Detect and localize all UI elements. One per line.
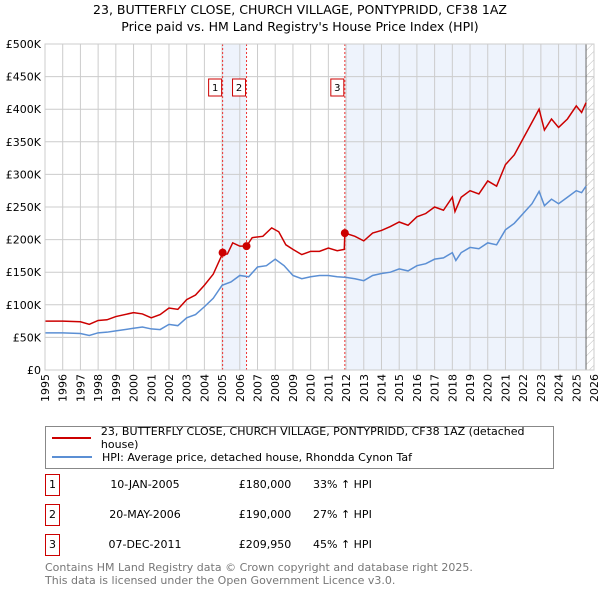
sale-label-box [330, 78, 345, 97]
y-tick-label: £0 [27, 364, 41, 377]
series-line-hpi [45, 185, 587, 337]
sale-price: £209,950 [238, 538, 292, 551]
y-tick-label: £400K [6, 103, 42, 116]
sale-point [242, 242, 251, 251]
x-tick-label: 2015 [393, 374, 406, 402]
x-tick-label: 2012 [340, 374, 353, 402]
y-tick-label: £450K [6, 71, 42, 84]
x-tick-label: 2020 [482, 374, 495, 402]
sale-row: 3 07-DEC-2011 £209,950 45% ↑ HPI [45, 534, 445, 556]
chart-svg: 1995 1996 1997 1998 1999 2000 2001 2002 2003 2004… [6, 38, 600, 402]
sale-date: 20-MAY-2006 [109, 508, 181, 521]
sale-label: 2 [236, 83, 242, 94]
legend: 23, BUTTERFLY CLOSE, CHURCH VILLAGE, PON… [45, 425, 554, 469]
x-tick-label: 2025 [570, 374, 583, 402]
x-tick-label: 1998 [92, 374, 105, 402]
y-tick-label: £350K [6, 136, 42, 149]
y-tick-label: £300K [6, 168, 42, 181]
sale-label: 1 [212, 83, 218, 94]
sale-row: 1 10-JAN-2005 £180,000 33% ↑ HPI [45, 474, 445, 496]
chart-subtitle: Price paid vs. HM Land Registry's House … [121, 19, 479, 34]
x-tick-label: 2014 [375, 374, 388, 402]
y-tick-label: £100K [6, 299, 42, 312]
legend-swatch [52, 456, 92, 458]
x-tick-label: 2017 [429, 374, 442, 402]
x-tick-label: 2013 [358, 374, 371, 402]
sale-label-box [232, 78, 247, 97]
x-tick-label: 2004 [198, 374, 211, 402]
x-tick-label: 2018 [446, 374, 459, 402]
sale-price: £190,000 [238, 508, 292, 521]
chart-title: 23, BUTTERFLY CLOSE, CHURCH VILLAGE, PON… [93, 2, 507, 17]
sale-label-box [208, 78, 223, 97]
legend-item-property: 23, BUTTERFLY CLOSE, CHURCH VILLAGE, PON… [52, 425, 553, 451]
sale-date: 10-JAN-2005 [110, 478, 180, 491]
sale-label: 3 [334, 83, 340, 94]
x-tick-label: 2024 [553, 374, 566, 402]
x-tick-label: 2005 [216, 374, 229, 402]
x-tick-label: 2011 [322, 374, 335, 402]
x-tick-label: 2002 [163, 374, 176, 402]
legend-swatch [52, 437, 91, 439]
x-tick-label: 2019 [464, 374, 477, 402]
x-tick-label: 2021 [499, 374, 512, 402]
x-tick-label: 1997 [74, 374, 87, 402]
sale-number-badge: 2 [45, 504, 60, 526]
plot-frame [44, 43, 595, 371]
sale-hpi-change: 27% ↑ HPI [313, 508, 372, 521]
sale-hpi-change: 33% ↑ HPI [313, 478, 372, 491]
footer: Contains HM Land Registry data © Crown c… [45, 561, 473, 587]
sale-price: £180,000 [238, 478, 292, 491]
legend-label: HPI: Average price, detached house, Rhon… [102, 450, 413, 464]
x-tick-label: 2001 [145, 374, 158, 402]
y-tick-label: £150K [6, 266, 42, 279]
series-line-property [45, 102, 587, 326]
x-tick-label: 2016 [411, 374, 424, 402]
x-tick-label: 2023 [535, 374, 548, 402]
x-tick-label: 2010 [305, 374, 318, 402]
y-tick-label: £200K [6, 234, 42, 247]
sale-point [340, 229, 349, 238]
x-tick-label: 1996 [57, 374, 70, 402]
x-tick-label: 2008 [269, 374, 282, 402]
x-tick-label: 2006 [234, 374, 247, 402]
sale-hpi-change: 45% ↑ HPI [313, 538, 372, 551]
footer-line: Contains HM Land Registry data © Crown c… [45, 561, 473, 574]
x-tick-label: 1999 [110, 374, 123, 402]
sale-row: 2 20-MAY-2006 £190,000 27% ↑ HPI [45, 504, 445, 526]
x-tick-label: 2007 [252, 374, 265, 402]
sale-point [218, 248, 227, 257]
x-tick-label: 2026 [588, 374, 600, 402]
x-tick-label: 2000 [128, 374, 141, 402]
sale-number-badge: 3 [45, 534, 60, 556]
y-tick-label: £250K [6, 201, 42, 214]
sale-number-badge: 1 [45, 474, 60, 496]
legend-label: 23, BUTTERFLY CLOSE, CHURCH VILLAGE, PON… [100, 425, 525, 451]
legend-item-hpi: HPI: Average price, detached house, Rhon… [52, 449, 412, 465]
y-tick-label: £500K [6, 38, 42, 51]
x-tick-label: 2022 [517, 374, 530, 402]
y-tick-label: £50K [13, 331, 42, 344]
footer-line: This data is licensed under the Open Gov… [45, 574, 396, 587]
x-tick-label: 1995 [39, 374, 52, 402]
sale-date: 07-DEC-2011 [108, 538, 182, 551]
x-tick-label: 2009 [287, 374, 300, 402]
x-tick-label: 2003 [181, 374, 194, 402]
